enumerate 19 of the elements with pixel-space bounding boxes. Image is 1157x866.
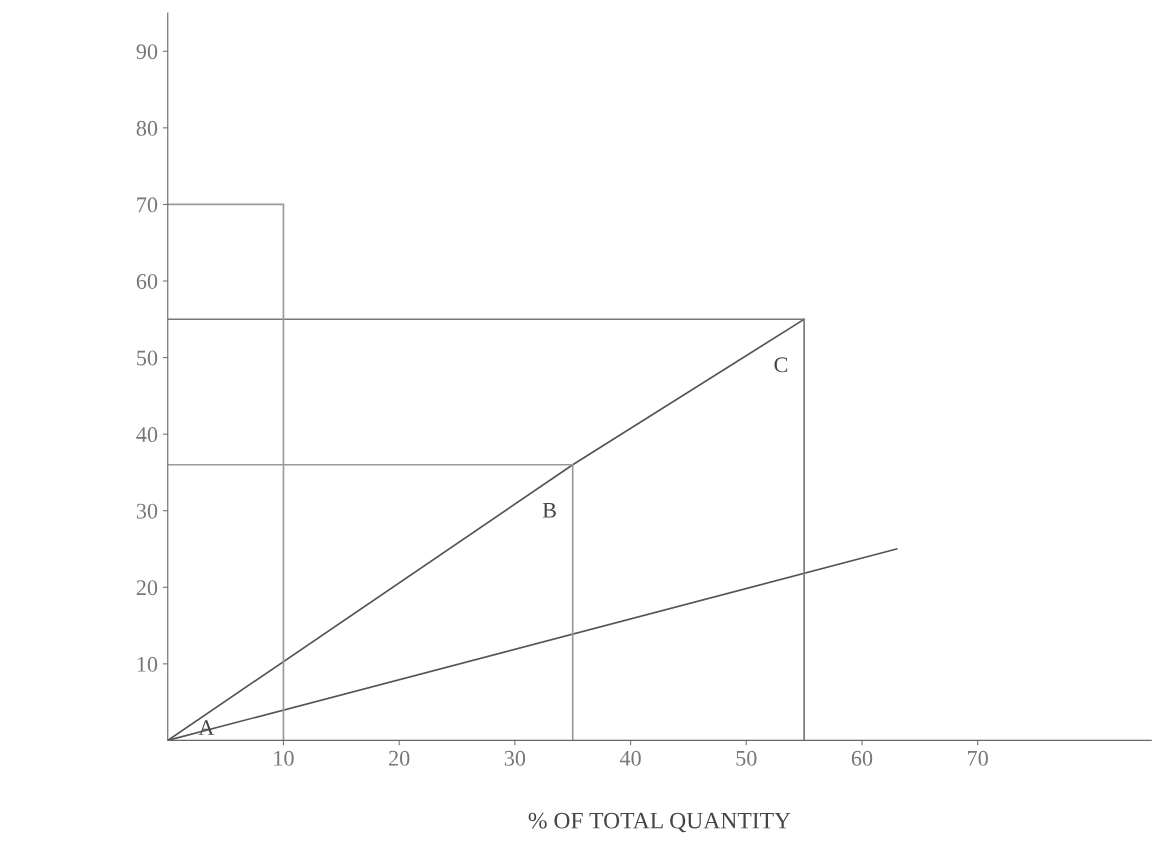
x-tick-label: 50	[736, 750, 757, 766]
annotation: C	[774, 357, 788, 373]
y-tick-label: 30	[136, 503, 158, 519]
x-tick-label: 30	[504, 750, 526, 766]
y-tick-label: 80	[136, 120, 158, 136]
x-tick-label: 10	[274, 750, 294, 766]
x-axis-title: % OF TOTAL QUANTITY	[528, 812, 791, 833]
y-tick-label: 20	[136, 580, 158, 596]
annotation: B	[542, 502, 556, 518]
y-tick-label: 40	[136, 427, 158, 443]
x-tick-label: 20	[389, 750, 410, 766]
y-tick-label: 90	[136, 44, 158, 60]
y-tick-label: 10	[137, 656, 158, 672]
y-tick-label: 70	[137, 197, 158, 213]
x-tick-label: 60	[851, 750, 873, 766]
x-tick-label: 40	[619, 750, 641, 766]
y-tick-label: 50	[137, 350, 158, 366]
y-tick-label: 60	[136, 273, 158, 289]
x-tick-label: 70	[968, 750, 988, 766]
